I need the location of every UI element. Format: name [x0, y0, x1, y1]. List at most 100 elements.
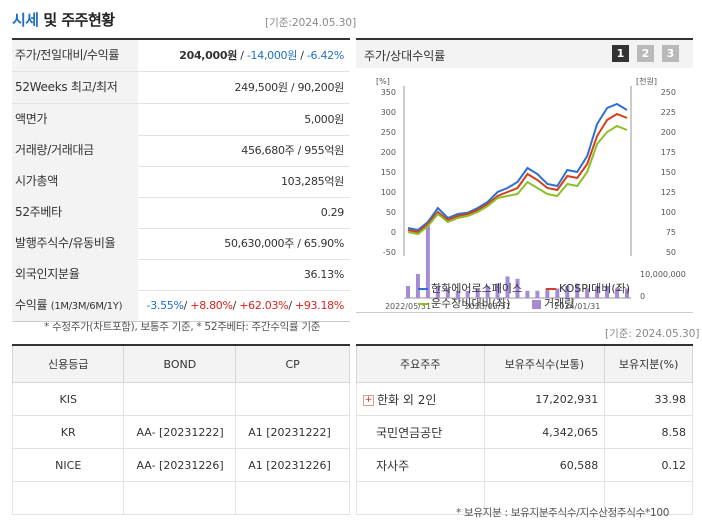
series-line-1: [407, 102, 628, 232]
volume-bar: [425, 226, 430, 298]
credit-header-row: 신용등급 BOND CP: [11, 344, 350, 383]
return-6m: +62.03%: [239, 299, 289, 312]
volume-bar: [505, 276, 510, 298]
pct-cell: 8.58: [604, 415, 693, 449]
volume-bar: [406, 286, 410, 298]
volume-bar: [575, 283, 580, 298]
info-row-shares: 발행주식수/유동비율 50,630,000주 / 65.90%: [12, 228, 350, 260]
volume-bar: [625, 288, 629, 298]
info-value: 36.13%: [303, 268, 344, 281]
y-right-tick: 75: [666, 228, 676, 237]
volume-bar: [475, 288, 480, 298]
bond-grade-cell: AA- [20231226]: [123, 448, 237, 482]
returns-period: (1M/3M/6M/1Y): [50, 301, 123, 312]
volume-bar: [615, 288, 620, 298]
volume-bar: [555, 288, 560, 298]
legend-item-volume: 거래량: [532, 295, 574, 311]
info-value: 249,500원 / 90,200원: [234, 81, 344, 94]
section-title: 시세 및 주주현황: [12, 9, 115, 30]
table-row: + 한화 외 2인 17,202,931 33.98: [356, 382, 693, 416]
volume-bar: [435, 286, 440, 298]
volume-bar: [495, 283, 500, 298]
pct-cell: 0.12: [604, 448, 693, 482]
legend-label: 거래량: [544, 297, 575, 310]
legend-item-kospi: KOSPI대비(좌): [546, 280, 630, 296]
legend-swatch-icon: [532, 299, 541, 309]
title-accent: 시세: [12, 11, 39, 29]
cp-grade-cell: A1 [20231222]: [235, 415, 350, 449]
shares-cell: 17,202,931: [483, 382, 606, 416]
info-label: 거래량/거래대금: [12, 135, 138, 166]
agency-cell: [11, 481, 125, 515]
bond-grade-cell: AA- [20231222]: [123, 415, 237, 449]
volume-bar: [605, 286, 610, 298]
column-header: 보유지분(%): [604, 344, 693, 383]
column-header: CP: [235, 344, 350, 383]
volume-bar: [455, 290, 460, 298]
info-value: 456,680주 / 955억원: [241, 144, 344, 157]
info-row-returns: 수익률 (1M/3M/6M/1Y) -3.55%/ +8.80%/ +62.03…: [12, 290, 350, 322]
pct-cell: 33.98: [604, 382, 693, 416]
left-unit-label: [%]: [376, 77, 390, 86]
shares-cell: 4,342,065: [483, 415, 606, 449]
x-tick: 2023/03/31: [465, 302, 511, 311]
return-1y: +93.18%: [294, 299, 344, 312]
y-left-tick: 200: [381, 148, 396, 157]
volume-bar: [565, 286, 570, 298]
table-row: 자사주 60,588 0.12: [356, 448, 693, 482]
holder-name-cell: 자사주: [356, 448, 485, 482]
volume-bar: [585, 288, 590, 298]
info-row-beta: 52주베타 0.29: [12, 197, 350, 229]
y-right-tick: 250: [661, 88, 676, 97]
chart-panel: 주가/상대수익률 1 2 3 [%] [천원] 350 300 250 200 150 100…: [356, 38, 693, 313]
info-note: * 수정주가(차트포함), 보통주 기준, * 52주베타: 주간수익률 기준: [44, 321, 321, 333]
table-row: 국민연금공단 4,342,065 8.58: [356, 415, 693, 449]
chart-page-2-button[interactable]: 2: [637, 45, 654, 62]
y-right-tick: 125: [661, 188, 676, 197]
y-right-tick: 25: [666, 68, 676, 70]
info-row-par-value: 액면가 5,000원: [12, 104, 350, 136]
chart-title: 주가/상대수익률: [364, 49, 446, 63]
y-left-tick: 350: [381, 88, 396, 97]
volume-bar: [595, 286, 600, 298]
return-1m: -3.55%: [146, 299, 184, 312]
price-change: -14,000원: [246, 49, 298, 62]
legend-item-stock: 한화에어로스페이스: [418, 280, 522, 296]
y-right-tick: 150: [661, 168, 676, 177]
cp-grade-cell: [235, 382, 350, 416]
info-value: 5,000원: [304, 113, 344, 126]
x-tick: 2024/01/31: [554, 302, 600, 311]
credit-rating-table: 신용등급 BOND CP KIS KR AA- [20231222] A1 [2…: [11, 344, 350, 515]
volume-bar: [515, 278, 520, 298]
info-label: 52주베타: [12, 197, 138, 228]
table-row: NICE AA- [20231226] A1 [20231226]: [11, 448, 350, 482]
column-header: BOND: [123, 344, 237, 383]
info-row-52weeks: 52Weeks 최고/최저 249,500원 / 90,200원: [12, 72, 350, 104]
table-row: KR AA- [20231222] A1 [20231222]: [11, 415, 350, 449]
legend-label: 운수장비대비(좌): [431, 297, 511, 310]
info-label: 시가총액: [12, 166, 138, 197]
volume-bar: [545, 288, 550, 298]
agency-cell: KR: [11, 415, 125, 449]
right-unit-label: [천원]: [636, 76, 657, 86]
agency-cell: KIS: [11, 382, 125, 416]
pct-cell: [604, 481, 693, 515]
chart-page-1-button[interactable]: 1: [612, 45, 629, 62]
column-header: 보유주식수(보통): [483, 344, 606, 383]
expand-plus-icon[interactable]: +: [363, 394, 374, 406]
volume-zero-label: 0: [640, 292, 645, 301]
price-value: 204,000원 / -14,000원 / -6.42%: [179, 49, 344, 62]
cp-grade-cell: [235, 481, 350, 515]
info-value: 50,630,000주 / 65.90%: [224, 237, 344, 250]
table-row: [356, 481, 693, 515]
legend-label: KOSPI대비(좌): [559, 282, 631, 295]
info-label: 발행주식수/유동비율: [12, 228, 138, 259]
returns-value: -3.55%/ +8.80%/ +62.03%/ +93.18%: [146, 299, 345, 312]
info-label: 52Weeks 최고/최저: [12, 72, 138, 103]
y-left-tick: 250: [381, 128, 396, 137]
returns-label: 수익률: [15, 298, 48, 312]
y-left-tick: 50: [386, 208, 396, 217]
holder-name-cell: + 한화 외 2인: [356, 382, 485, 416]
chart-page-3-button[interactable]: 3: [662, 45, 679, 62]
volume-bar: [485, 286, 490, 298]
